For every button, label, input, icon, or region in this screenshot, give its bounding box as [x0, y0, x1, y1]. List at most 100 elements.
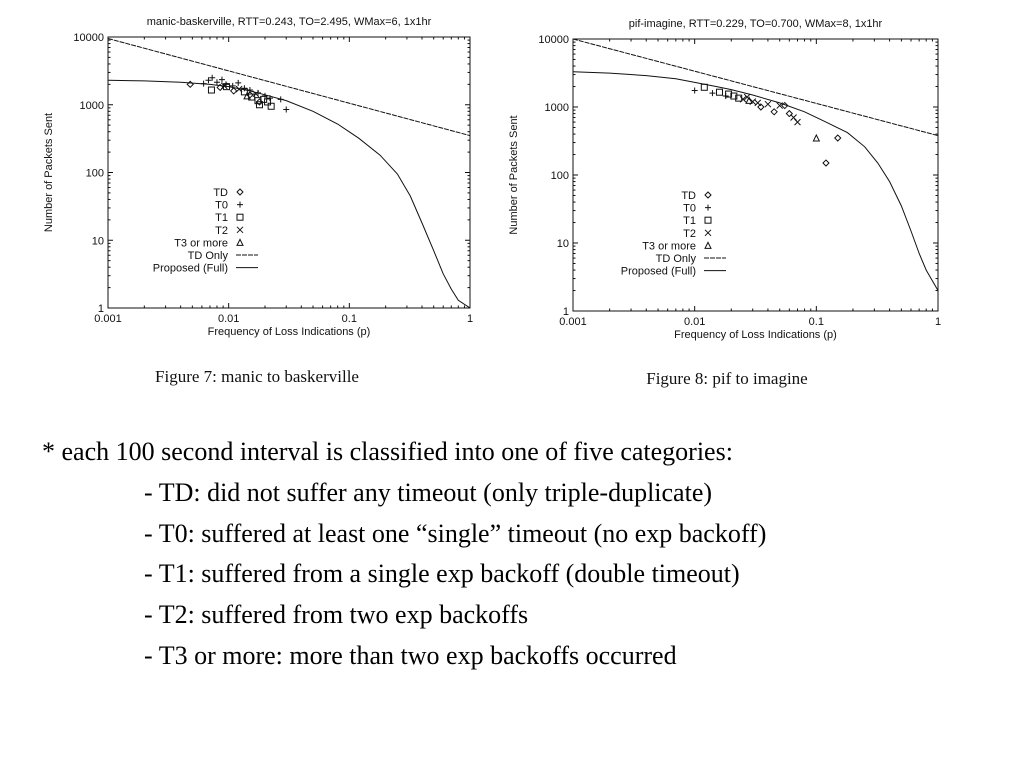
legend-label-td: TD	[681, 190, 696, 202]
point-td	[770, 108, 778, 116]
legend-label-t2: T2	[215, 225, 228, 237]
point-td	[822, 159, 830, 167]
legend-label-t2: T2	[683, 228, 696, 240]
legend-label-t3-or-more: T3 or more	[642, 240, 696, 252]
y-tick-label: 1	[98, 303, 104, 315]
legend-label-t1: T1	[683, 215, 696, 227]
figure-pif-imagine: pif-imagine, RTT=0.229, TO=0.700, WMax=8…	[508, 18, 941, 388]
y-tick-label: 10	[92, 235, 104, 247]
point-td	[781, 101, 789, 110]
legend-marker-t3-or-more	[236, 238, 244, 246]
y-tick-label: 10	[557, 238, 569, 250]
legend-marker-td	[236, 188, 244, 196]
point-t1	[700, 83, 708, 91]
legend-label-t0: T0	[215, 200, 228, 212]
point-t0	[709, 90, 716, 97]
y-axis-label: Number of Packets Sent	[43, 113, 55, 232]
point-t0	[213, 79, 220, 86]
series-line-td-only	[573, 39, 938, 137]
x-tick-label: 0.1	[342, 313, 357, 325]
point-t2	[743, 93, 751, 101]
point-t2	[754, 99, 762, 107]
x-axis-label: Frequency of Loss Indications (p)	[208, 326, 371, 338]
y-tick-label: 10000	[538, 34, 569, 46]
legend-marker-t2	[704, 229, 712, 237]
classification-notes: * each 100 second interval is classified…	[42, 432, 1002, 677]
point-t3-or-more	[243, 91, 251, 100]
x-tick-label: 0.01	[684, 316, 705, 328]
point-t0	[209, 74, 216, 81]
notes-intro: * each 100 second interval is classified…	[42, 437, 733, 466]
y-tick-label: 1000	[545, 102, 569, 114]
notes-item-t3: - T3 or more: more than two exp backoffs…	[144, 640, 677, 670]
y-tick-label: 100	[86, 168, 104, 180]
legend-label-td: TD	[213, 187, 228, 199]
point-t1	[725, 90, 733, 98]
point-t0	[691, 87, 698, 94]
legend-marker-td	[704, 191, 712, 199]
point-t0	[218, 76, 225, 83]
y-tick-label: 1000	[80, 100, 104, 112]
point-t0	[235, 79, 242, 86]
x-tick-label: 0.01	[218, 313, 239, 325]
point-t0	[283, 106, 290, 113]
point-td	[216, 83, 224, 92]
figure-manic-baskerville: manic-baskerville, RTT=0.243, TO=2.495, …	[43, 16, 473, 386]
legend-marker-t2	[236, 226, 244, 234]
point-td	[757, 103, 765, 111]
notes-item-td: - TD: did not suffer any timeout (only t…	[144, 477, 713, 507]
point-t2	[794, 118, 801, 126]
plot-area	[573, 39, 938, 291]
plot-title: pif-imagine, RTT=0.229, TO=0.700, WMax=8…	[629, 18, 883, 30]
point-t3-or-more	[745, 96, 753, 104]
point-t1	[264, 98, 272, 106]
point-t1	[716, 88, 724, 96]
point-t1	[207, 86, 215, 94]
legend-marker-t1	[704, 216, 712, 224]
x-axis-label: Frequency of Loss Indications (p)	[674, 329, 837, 341]
notes-item-t1: - T1: suffered from a single exp backoff…	[144, 559, 740, 589]
x-tick-label: 1	[935, 316, 941, 328]
y-axis-label: Number of Packets Sent	[508, 115, 520, 234]
legend-marker-t3-or-more	[704, 241, 712, 249]
notes-item-t0: - T0: suffered at least one “single” tim…	[144, 518, 767, 548]
series-line-proposed-full	[573, 71, 938, 291]
series-line-proposed-full	[108, 79, 470, 308]
point-t1	[730, 92, 738, 100]
plot-area	[108, 38, 470, 308]
point-td	[229, 87, 238, 95]
point-t1	[255, 101, 263, 109]
notes-item-t2: - T2: suffered from two exp backoffs	[144, 600, 529, 630]
y-tick-label: 1	[563, 306, 569, 318]
point-td	[186, 80, 194, 89]
figure-caption: Figure 8: pif to imagine	[646, 369, 807, 388]
point-t3-or-more	[812, 133, 821, 142]
legend-label-td-only: TD Only	[188, 250, 229, 262]
point-td	[834, 134, 842, 142]
point-t2	[739, 95, 747, 103]
figure-caption: Figure 7: manic to baskerville	[155, 367, 359, 386]
legend-label-t3-or-more: T3 or more	[174, 237, 228, 249]
legend-marker-t1	[236, 213, 244, 221]
legend-label-td-only: TD Only	[656, 253, 697, 265]
legend-marker-t0	[705, 204, 711, 211]
x-tick-label: 0.001	[94, 313, 122, 325]
series-line-td-only	[108, 38, 470, 137]
legend-label-proposed-full: Proposed (Full)	[621, 266, 696, 278]
x-tick-label: 1	[467, 313, 473, 325]
legend-label-t1: T1	[215, 212, 228, 224]
point-t2	[764, 100, 772, 108]
x-tick-label: 0.001	[559, 316, 587, 328]
y-tick-label: 10000	[73, 32, 104, 44]
x-tick-label: 0.1	[809, 316, 824, 328]
legend-marker-t0	[237, 201, 243, 208]
legend-label-t0: T0	[683, 203, 696, 215]
plot-title: manic-baskerville, RTT=0.243, TO=2.495, …	[147, 16, 432, 28]
legend-label-proposed-full: Proposed (Full)	[153, 263, 228, 275]
y-tick-label: 100	[551, 170, 569, 182]
point-t1	[267, 102, 275, 110]
point-td	[785, 109, 794, 118]
